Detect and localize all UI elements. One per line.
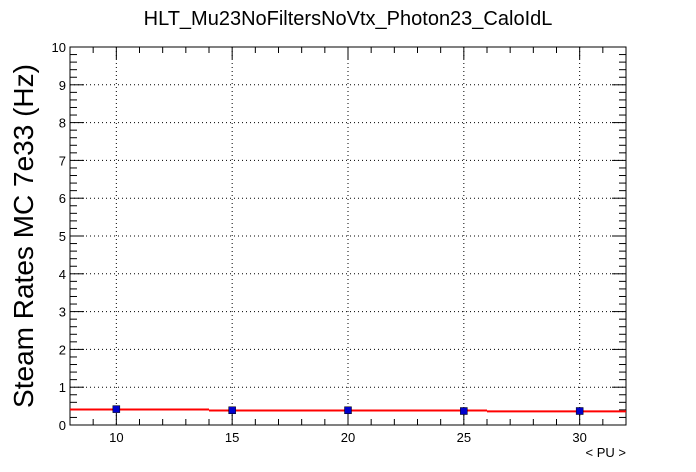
y-tick-label: 0 [59, 418, 66, 433]
chart-title: HLT_Mu23NoFiltersNoVtx_Photon23_CaloIdL [144, 8, 553, 30]
y-tick-label: 5 [59, 229, 66, 244]
y-tick-label: 9 [59, 78, 66, 93]
data-point [112, 405, 121, 413]
data-point [575, 407, 584, 415]
y-axis-label: Steam Rates MC 7e33 (Hz) [8, 64, 39, 408]
plot-frame [69, 46, 627, 426]
y-tick-label: 1 [59, 380, 66, 395]
y-tick-label: 10 [52, 40, 66, 55]
y-tick-label: 3 [59, 305, 66, 320]
x-tick-label: 15 [225, 430, 239, 445]
data-points [112, 405, 584, 415]
data-point [460, 407, 468, 415]
y-tick-label: 6 [59, 191, 66, 206]
grid-lines [70, 47, 626, 425]
x-tick-label: 10 [109, 430, 123, 445]
x-tick-label: 30 [572, 430, 586, 445]
x-tick-label: 20 [341, 430, 355, 445]
x-tick-label: 25 [457, 430, 471, 445]
data-point [228, 406, 236, 415]
y-tick-label: 8 [59, 116, 66, 131]
data-point [344, 406, 352, 415]
x-axis-label: < PU > [586, 445, 626, 460]
y-tick-label: 4 [59, 267, 66, 282]
y-tick-label: 2 [59, 342, 66, 357]
y-tick-label: 7 [59, 153, 66, 168]
tick-labels: 0 1 2 3 4 5 6 7 8 9 10 10 15 20 25 30 [52, 40, 587, 445]
